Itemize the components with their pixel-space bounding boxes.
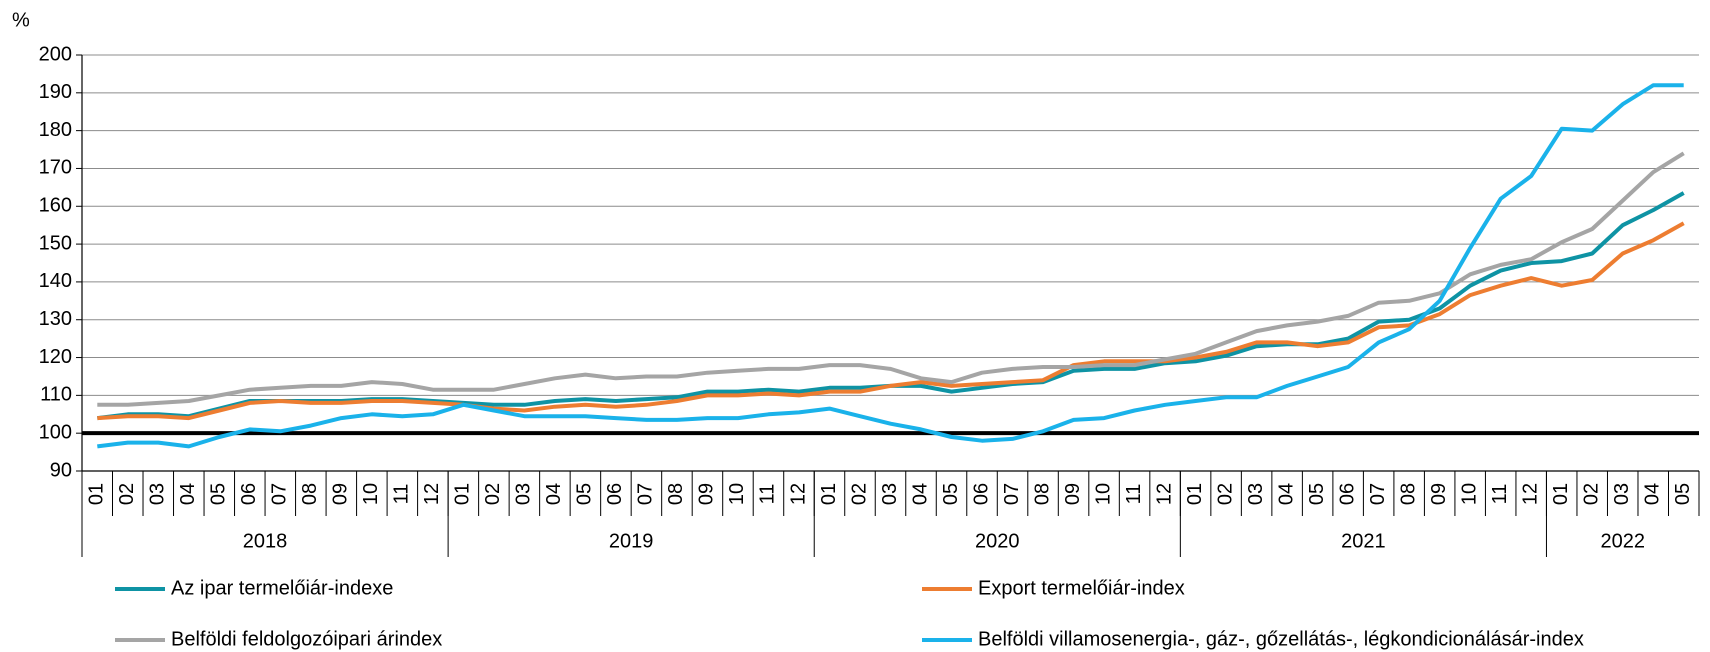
x-tick-label: 10 bbox=[360, 483, 382, 505]
x-tick-label: 05 bbox=[574, 483, 596, 505]
x-tick-label: 04 bbox=[177, 483, 199, 505]
x-tick-label: 08 bbox=[299, 483, 321, 505]
x-tick-label: 03 bbox=[513, 483, 535, 505]
y-axis-label: % bbox=[12, 9, 30, 31]
x-tick-label: 06 bbox=[1336, 483, 1358, 505]
x-tick-label: 03 bbox=[1245, 483, 1267, 505]
legend-label: Belföldi villamosenergia-, gáz-, gőzellá… bbox=[978, 628, 1584, 650]
x-tick-label: 03 bbox=[1611, 483, 1633, 505]
x-tick-label: 01 bbox=[452, 483, 474, 505]
x-tick-label: 08 bbox=[1397, 483, 1419, 505]
x-tick-label: 07 bbox=[635, 483, 657, 505]
x-tick-label: 09 bbox=[696, 483, 718, 505]
y-tick-label: 90 bbox=[50, 459, 72, 481]
x-tick-label: 12 bbox=[1153, 483, 1175, 505]
x-tick-label: 05 bbox=[1306, 483, 1328, 505]
x-tick-label: 06 bbox=[604, 483, 626, 505]
x-tick-label: 02 bbox=[1214, 483, 1236, 505]
y-tick-label: 180 bbox=[39, 119, 72, 141]
x-tick-label: 12 bbox=[421, 483, 443, 505]
x-tick-label: 01 bbox=[86, 483, 108, 505]
y-tick-label: 150 bbox=[39, 232, 72, 254]
x-tick-label: 05 bbox=[208, 483, 230, 505]
group-label: 2019 bbox=[609, 530, 654, 552]
x-tick-label: 02 bbox=[848, 483, 870, 505]
x-tick-label: 02 bbox=[1580, 483, 1602, 505]
x-tick-label: 10 bbox=[726, 483, 748, 505]
x-tick-label: 08 bbox=[1031, 483, 1053, 505]
x-tick-label: 01 bbox=[1550, 483, 1572, 505]
x-tick-label: 08 bbox=[665, 483, 687, 505]
y-tick-label: 130 bbox=[39, 308, 72, 330]
x-tick-label: 09 bbox=[1062, 483, 1084, 505]
legend-label: Belföldi feldolgozóipari árindex bbox=[171, 628, 442, 650]
y-tick-label: 140 bbox=[39, 270, 72, 292]
x-tick-label: 12 bbox=[1519, 483, 1541, 505]
x-tick-label: 02 bbox=[116, 483, 138, 505]
x-tick-label: 11 bbox=[1123, 484, 1145, 505]
x-tick-label: 03 bbox=[147, 483, 169, 505]
y-tick-label: 120 bbox=[39, 346, 72, 368]
x-tick-label: 11 bbox=[757, 484, 779, 505]
x-tick-label: 04 bbox=[1275, 483, 1297, 505]
x-tick-label: 07 bbox=[269, 483, 291, 505]
y-tick-label: 100 bbox=[39, 421, 72, 443]
y-tick-label: 190 bbox=[39, 81, 72, 103]
y-tick-label: 170 bbox=[39, 157, 72, 179]
series-line bbox=[97, 83, 1684, 449]
legend-label: Az ipar termelőiár-indexe bbox=[171, 577, 393, 599]
y-tick-label: 200 bbox=[39, 43, 72, 65]
x-tick-label: 07 bbox=[1001, 483, 1023, 505]
series-line bbox=[97, 151, 1685, 407]
x-tick-label: 04 bbox=[909, 483, 931, 505]
legend-label: Export termelőiár-index bbox=[978, 577, 1185, 599]
x-tick-label: 05 bbox=[940, 483, 962, 505]
x-tick-label: 10 bbox=[1458, 483, 1480, 505]
y-tick-label: 160 bbox=[39, 195, 72, 217]
group-label: 2021 bbox=[1341, 530, 1386, 552]
x-tick-label: 03 bbox=[879, 483, 901, 505]
x-tick-label: 12 bbox=[787, 483, 809, 505]
x-tick-label: 02 bbox=[482, 483, 504, 505]
x-tick-label: 11 bbox=[1489, 484, 1511, 505]
x-tick-label: 11 bbox=[391, 484, 413, 505]
x-tick-label: 06 bbox=[970, 483, 992, 505]
x-tick-label: 07 bbox=[1367, 483, 1389, 505]
x-tick-label: 01 bbox=[818, 483, 840, 505]
x-tick-label: 09 bbox=[330, 483, 352, 505]
x-tick-label: 01 bbox=[1184, 483, 1206, 505]
group-label: 2022 bbox=[1600, 530, 1645, 552]
series-line bbox=[97, 221, 1685, 421]
x-tick-label: 10 bbox=[1092, 483, 1114, 505]
group-label: 2020 bbox=[975, 530, 1020, 552]
x-tick-label: 09 bbox=[1428, 483, 1450, 505]
y-tick-label: 110 bbox=[40, 384, 72, 406]
x-tick-label: 04 bbox=[543, 483, 565, 505]
group-label: 2018 bbox=[243, 530, 288, 552]
x-tick-label: 06 bbox=[238, 483, 260, 505]
x-tick-label: 04 bbox=[1642, 483, 1664, 505]
x-tick-label: 05 bbox=[1672, 483, 1694, 505]
